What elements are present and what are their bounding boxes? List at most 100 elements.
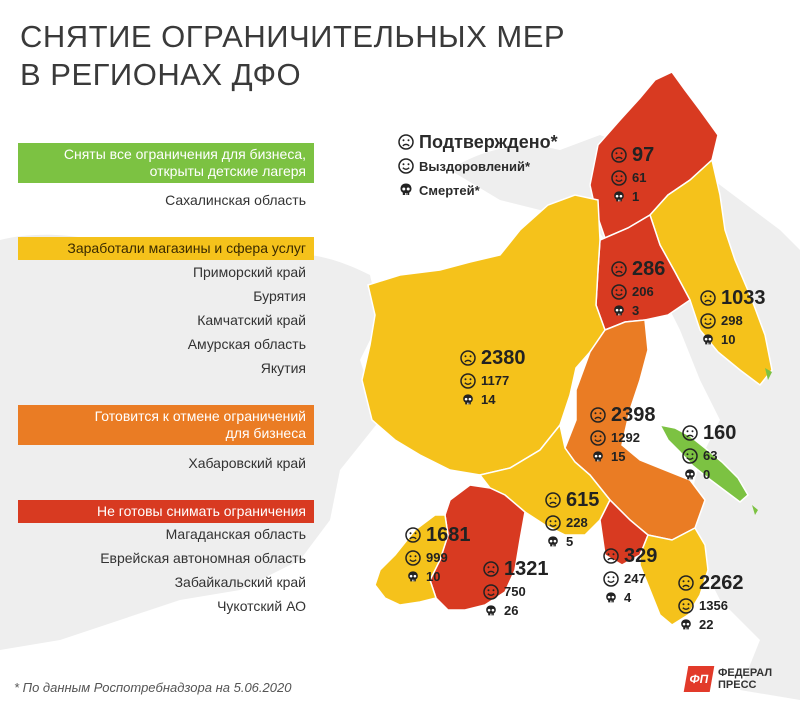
sad-face-icon bbox=[603, 548, 619, 564]
region-stat: 615 228 5 bbox=[545, 487, 599, 551]
smile-face-icon bbox=[545, 514, 561, 531]
smile-face-icon bbox=[603, 570, 619, 587]
confirmed-count: 97 bbox=[632, 144, 655, 166]
confirmed-count: 160 bbox=[703, 422, 737, 444]
category-orange-label: Готовится к отмене ограничений для бизне… bbox=[18, 405, 314, 445]
deaths-count: 3 bbox=[632, 302, 640, 318]
region-stat: 1681 999 10 bbox=[405, 522, 471, 586]
skull-icon bbox=[603, 590, 619, 606]
recovered-count: 1356 bbox=[699, 597, 728, 613]
deaths-count: 4 bbox=[624, 589, 632, 605]
deaths-count: 10 bbox=[426, 568, 441, 584]
smile-face-icon bbox=[398, 158, 414, 174]
category-green-label: Сняты все ограничения для бизнеса, откры… bbox=[18, 143, 314, 183]
region-yakutia bbox=[361, 194, 606, 476]
skull-icon bbox=[405, 569, 421, 585]
deaths-count: 10 bbox=[721, 331, 736, 347]
region-stat: 160 63 0 bbox=[682, 420, 736, 484]
recovered-count: 298 bbox=[721, 312, 743, 328]
deaths-count: 22 bbox=[699, 616, 714, 632]
category-red-label: Не готовы снимать ограничения bbox=[18, 500, 314, 523]
region-label: Хабаровский край bbox=[188, 455, 306, 471]
recovered-count: 247 bbox=[624, 570, 646, 586]
sad-face-icon bbox=[700, 290, 716, 306]
skull-icon bbox=[398, 182, 414, 198]
recovered-count: 61 bbox=[632, 169, 647, 185]
confirmed-count: 329 bbox=[624, 545, 658, 567]
brand-mark: ФП bbox=[683, 666, 715, 692]
smile-face-icon bbox=[682, 447, 698, 464]
smile-face-icon bbox=[460, 372, 476, 389]
region-label: Еврейская автономная область bbox=[100, 550, 306, 566]
legend-deaths: Смертей* bbox=[419, 182, 480, 198]
sad-face-icon bbox=[398, 134, 414, 150]
skull-icon bbox=[682, 467, 698, 483]
skull-icon bbox=[611, 189, 627, 205]
region-label: Приморский край bbox=[192, 264, 306, 280]
region-stat: 1321 750 26 bbox=[483, 556, 549, 620]
region-label: Магаданская область bbox=[165, 526, 306, 542]
sad-face-icon bbox=[405, 527, 421, 543]
region-stat: 2398 1292 15 bbox=[590, 402, 656, 466]
smile-face-icon bbox=[590, 429, 606, 446]
recovered-count: 1177 bbox=[481, 372, 510, 388]
recovered-count: 750 bbox=[504, 583, 526, 599]
recovered-count: 228 bbox=[566, 514, 588, 530]
skull-icon bbox=[678, 617, 694, 633]
category-yellow-label: Заработали магазины и сфера услуг bbox=[18, 237, 314, 260]
recovered-count: 1292 bbox=[611, 429, 640, 445]
confirmed-count: 615 bbox=[566, 489, 600, 511]
skull-icon bbox=[483, 603, 499, 619]
region-sakhalin bbox=[658, 423, 749, 503]
legend-confirmed: Подтверждено* bbox=[419, 131, 558, 152]
deaths-count: 15 bbox=[611, 448, 626, 464]
legend-recovered: Выздоровлений* bbox=[419, 158, 531, 174]
region-stat: 2380 1177 14 bbox=[460, 345, 526, 409]
deaths-count: 0 bbox=[703, 466, 711, 482]
sad-face-icon bbox=[483, 561, 499, 577]
region-stat: 2262 1356 22 bbox=[678, 570, 744, 634]
region-label: Чукотский АО bbox=[217, 598, 306, 614]
smile-face-icon bbox=[611, 283, 627, 300]
skull-icon bbox=[460, 392, 476, 408]
region-label: Бурятия bbox=[253, 288, 306, 304]
smile-face-icon bbox=[678, 597, 694, 614]
confirmed-count: 1033 bbox=[721, 287, 766, 309]
deaths-count: 14 bbox=[481, 391, 496, 407]
footnote: * По данным Роспотребнадзора на 5.06.202… bbox=[14, 680, 292, 695]
region-stat: 329 247 4 bbox=[603, 543, 657, 607]
sad-face-icon bbox=[611, 147, 627, 163]
deaths-count: 26 bbox=[504, 602, 519, 618]
region-stat: 97 61 1 bbox=[611, 142, 654, 206]
region-label: Камчатский край bbox=[197, 312, 306, 328]
skull-icon bbox=[545, 534, 561, 550]
confirmed-count: 2398 bbox=[611, 404, 656, 426]
confirmed-count: 1681 bbox=[426, 524, 471, 546]
smile-face-icon bbox=[483, 583, 499, 600]
smile-face-icon bbox=[405, 549, 421, 566]
sad-face-icon bbox=[611, 261, 627, 277]
sad-face-icon bbox=[678, 575, 694, 591]
confirmed-count: 286 bbox=[632, 258, 666, 280]
skull-icon bbox=[611, 303, 627, 319]
region-label: Сахалинская область bbox=[165, 192, 306, 208]
region-label: Забайкальский край bbox=[174, 574, 306, 590]
confirmed-count: 2262 bbox=[699, 572, 744, 594]
brand-logo: ФП ФЕДЕРАЛ ПРЕСС bbox=[683, 666, 772, 692]
deaths-count: 5 bbox=[566, 533, 574, 549]
recovered-count: 206 bbox=[632, 283, 654, 299]
recovered-count: 63 bbox=[703, 447, 718, 463]
skull-icon bbox=[590, 449, 606, 465]
sad-face-icon bbox=[545, 492, 561, 508]
recovered-count: 999 bbox=[426, 549, 448, 565]
smile-face-icon bbox=[700, 312, 716, 329]
skull-icon bbox=[700, 332, 716, 348]
page-title: СНЯТИЕ ОГРАНИЧИТЕЛЬНЫХ МЕР В РЕГИОНАХ ДФ… bbox=[20, 19, 566, 92]
region-label: Якутия bbox=[260, 360, 306, 376]
sad-face-icon bbox=[460, 350, 476, 366]
deaths-count: 1 bbox=[632, 188, 640, 204]
sad-face-icon bbox=[682, 425, 698, 441]
legend: Подтверждено* Выздоровлений* Смертей* bbox=[398, 130, 558, 202]
region-label: Амурская область bbox=[187, 336, 306, 352]
